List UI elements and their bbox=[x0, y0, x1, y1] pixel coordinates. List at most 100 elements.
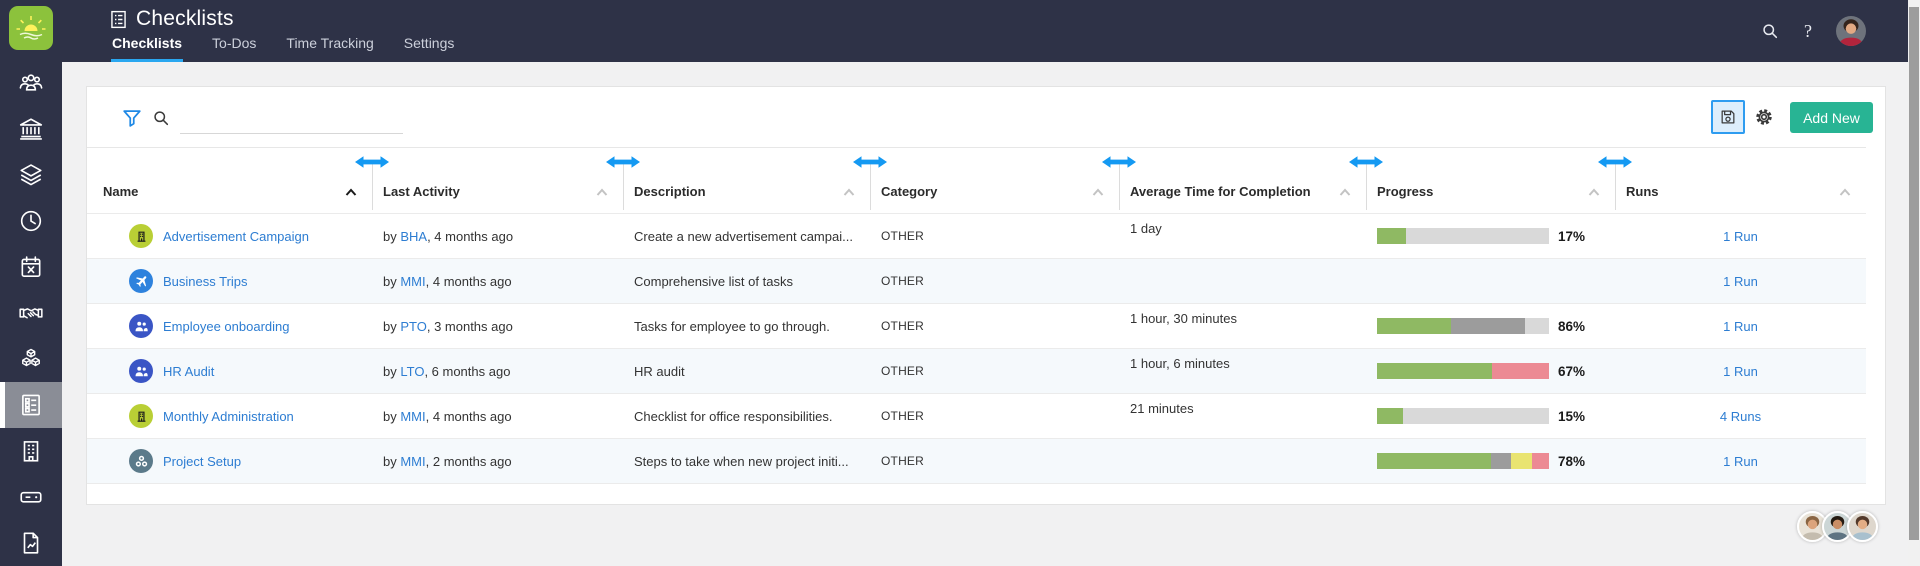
column-label: Progress bbox=[1377, 184, 1434, 199]
table-row[interactable]: Project Setup by MMI, 2 months ago Steps t… bbox=[87, 438, 1866, 483]
runs-cell: 1 Run bbox=[1615, 349, 1866, 393]
column-resize-arrow-icon[interactable] bbox=[1598, 155, 1632, 169]
checklist-name-link[interactable]: Advertisement Campaign bbox=[163, 228, 309, 244]
progress-segment bbox=[1377, 453, 1491, 469]
column-resize-arrow-icon[interactable] bbox=[1349, 155, 1383, 169]
table-row[interactable]: Monthly Administration by MMI, 4 months a… bbox=[87, 393, 1866, 438]
runs-link[interactable]: 1 Run bbox=[1723, 363, 1758, 379]
sidebar-item-clock[interactable] bbox=[0, 198, 62, 244]
report-icon bbox=[18, 530, 44, 556]
runs-link[interactable]: 4 Runs bbox=[1719, 408, 1762, 424]
column-resize-arrow-icon[interactable] bbox=[1102, 155, 1136, 169]
user-initials-link[interactable]: MMI bbox=[400, 453, 426, 469]
column-header-progress[interactable]: Progress bbox=[1366, 148, 1615, 214]
progress-segment bbox=[1402, 408, 1549, 424]
name-cell: Project Setup bbox=[87, 439, 372, 483]
table-row[interactable]: HR Audit by LTO, 6 months ago HR audit OTHE… bbox=[87, 348, 1866, 393]
user-initials-link[interactable]: MMI bbox=[400, 273, 426, 289]
sort-caret-icon[interactable] bbox=[1587, 187, 1601, 197]
column-resize-arrow-icon[interactable] bbox=[853, 155, 887, 169]
sidebar-item-server[interactable] bbox=[0, 474, 62, 520]
user-avatar[interactable] bbox=[1836, 16, 1866, 46]
progress-segment bbox=[1377, 318, 1451, 334]
column-resize-arrow-icon[interactable] bbox=[355, 155, 389, 169]
user-initials-link[interactable]: PTO bbox=[400, 318, 427, 334]
search-icon[interactable] bbox=[1760, 21, 1780, 41]
sidebar-item-cubes[interactable] bbox=[0, 336, 62, 382]
avg-time-text: 1 hour, 6 minutes bbox=[1130, 356, 1230, 371]
building-glyph bbox=[134, 409, 149, 424]
checklist-name-link[interactable]: HR Audit bbox=[163, 363, 215, 379]
sort-caret-icon[interactable] bbox=[842, 187, 856, 197]
user-initials-link[interactable]: LTO bbox=[400, 363, 425, 379]
checklist-name-link[interactable]: Project Setup bbox=[163, 453, 242, 469]
tab-checklists[interactable]: Checklists bbox=[111, 35, 184, 62]
tab-settings[interactable]: Settings bbox=[403, 35, 455, 51]
runs-link[interactable]: 1 Run bbox=[1723, 453, 1758, 469]
progress-percent: 15% bbox=[1558, 408, 1586, 424]
last-activity-text: by MMI, 4 months ago bbox=[383, 408, 512, 424]
column-divider bbox=[1615, 160, 1616, 210]
runs-link[interactable]: 1 Run bbox=[1723, 318, 1758, 334]
user-initials-link[interactable]: BHA bbox=[400, 228, 428, 244]
sort-caret-icon[interactable] bbox=[344, 187, 358, 197]
presence-avatar[interactable] bbox=[1847, 511, 1878, 542]
sort-caret-icon[interactable] bbox=[1338, 187, 1352, 197]
sidebar-item-handshake[interactable] bbox=[0, 290, 62, 336]
sidebar-item-team[interactable] bbox=[0, 60, 62, 106]
progress-segment bbox=[1450, 318, 1525, 334]
tab-time-tracking[interactable]: Time Tracking bbox=[286, 35, 374, 51]
category-text: OTHER bbox=[881, 229, 924, 243]
column-header-average-time-for-completion[interactable]: Average Time for Completion bbox=[1119, 148, 1366, 214]
sort-caret-icon[interactable] bbox=[1838, 187, 1852, 197]
gear-icon[interactable] bbox=[1752, 105, 1776, 129]
progress-percent: 67% bbox=[1558, 363, 1586, 379]
last-activity-cell: by MMI, 4 months ago bbox=[372, 259, 623, 303]
header-tabs: Checklists To-Dos Time Tracking Settings bbox=[111, 35, 483, 62]
column-header-runs[interactable]: Runs bbox=[1615, 148, 1866, 214]
column-label: Category bbox=[881, 184, 938, 199]
tab-to-dos[interactable]: To-Dos bbox=[212, 35, 257, 51]
building-icon bbox=[18, 438, 44, 464]
progress-cell: 86% bbox=[1366, 304, 1615, 348]
sidebar-item-report[interactable] bbox=[0, 520, 62, 566]
search-input[interactable] bbox=[180, 105, 403, 134]
checklist-name-link[interactable]: Employee onboarding bbox=[163, 318, 290, 334]
sidebar-item-bank[interactable] bbox=[0, 106, 62, 152]
sidebar-item-checklist[interactable] bbox=[0, 382, 62, 428]
table-search-icon[interactable] bbox=[151, 108, 171, 128]
column-header-name[interactable]: Name bbox=[87, 148, 372, 214]
column-label: Description bbox=[634, 184, 706, 199]
column-header-last-activity[interactable]: Last Activity bbox=[372, 148, 623, 214]
save-view-button[interactable] bbox=[1711, 100, 1745, 134]
table-row[interactable]: Employee onboarding by PTO, 3 months ago T… bbox=[87, 303, 1866, 348]
user-initials-link[interactable]: MMI bbox=[400, 408, 426, 424]
add-new-button[interactable]: Add New bbox=[1790, 102, 1873, 133]
runs-link[interactable]: 1 Run bbox=[1723, 273, 1758, 289]
progress-segment bbox=[1406, 228, 1549, 244]
progress-cell bbox=[1366, 259, 1615, 303]
last-activity-cell: by MMI, 4 months ago bbox=[372, 394, 623, 438]
column-header-description[interactable]: Description bbox=[623, 148, 870, 214]
sidebar-item-building[interactable] bbox=[0, 428, 62, 474]
table-row[interactable]: Advertisement Campaign by BHA, 4 months a… bbox=[87, 213, 1866, 258]
checklist-name-link[interactable]: Monthly Administration bbox=[163, 408, 294, 424]
progress-cell: 78% bbox=[1366, 439, 1615, 483]
column-label: Average Time for Completion bbox=[1130, 184, 1311, 199]
app-logo[interactable] bbox=[9, 6, 53, 50]
help-icon[interactable]: ? bbox=[1804, 21, 1812, 41]
sidebar-item-layers[interactable] bbox=[0, 152, 62, 198]
sidebar-item-calendar-x[interactable] bbox=[0, 244, 62, 290]
runs-cell: 1 Run bbox=[1615, 259, 1866, 303]
sort-caret-icon[interactable] bbox=[1091, 187, 1105, 197]
checklist-name-link[interactable]: Business Trips bbox=[163, 273, 248, 289]
avg-time-bar bbox=[1130, 419, 1359, 431]
scrollbar-thumb[interactable] bbox=[1909, 7, 1919, 540]
runs-link[interactable]: 1 Run bbox=[1723, 228, 1758, 244]
column-resize-arrow-icon[interactable] bbox=[606, 155, 640, 169]
sort-caret-icon[interactable] bbox=[595, 187, 609, 197]
calendar-x-icon bbox=[18, 254, 44, 280]
table-row[interactable]: Business Trips by MMI, 4 months ago Compre… bbox=[87, 258, 1866, 303]
column-header-category[interactable]: Category bbox=[870, 148, 1119, 214]
filter-icon[interactable] bbox=[121, 107, 143, 129]
